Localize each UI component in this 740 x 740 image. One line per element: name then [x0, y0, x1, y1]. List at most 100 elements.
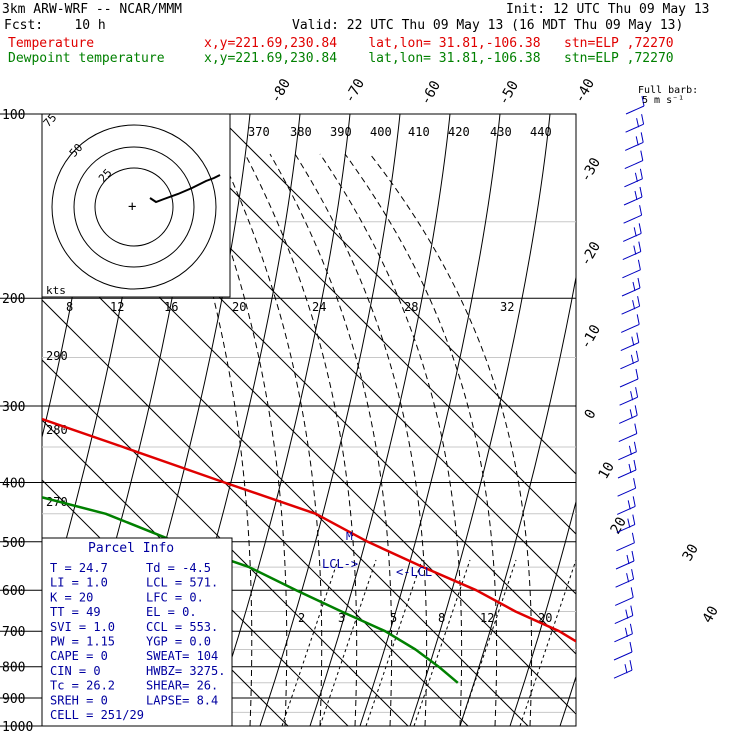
theta-e-label: 420: [448, 125, 470, 139]
moist-adiabat-line: [244, 153, 358, 726]
hodograph-center-mark: +: [128, 199, 136, 215]
wind-barb-flag: [624, 664, 628, 674]
wind-barb-staff: [619, 378, 639, 388]
parcel-info-value: LAPSE= 8.4: [146, 693, 218, 707]
temperature-profile: [42, 417, 576, 643]
isentrope-label: 16: [164, 300, 178, 314]
wind-barb-flag: [635, 136, 639, 146]
isentrope-label: 28: [404, 300, 418, 314]
isotherm-line: [42, 419, 349, 726]
wind-barb: [624, 132, 644, 151]
parcel-info-value: T = 24.7: [50, 561, 108, 575]
wind-barb-staff: [624, 178, 643, 188]
isotherm-line: [42, 299, 469, 726]
moist-adiabat-line: [369, 153, 533, 726]
moist-adiabat-line: [194, 153, 288, 726]
wind-barb-staff: [621, 287, 641, 297]
wind-barb: [618, 405, 638, 424]
barb-title-line1: Full barb:: [638, 85, 698, 96]
isotherm-label: 10: [596, 459, 618, 482]
wind-barb-flag: [640, 150, 644, 161]
pressure-label: 200: [2, 292, 25, 307]
wind-barbs: [613, 95, 645, 679]
parcel-info-value: LI = 1.0: [50, 576, 108, 590]
pressure-label: 1000: [2, 720, 33, 735]
model-title: 3km ARW-WRF -- NCAR/MMM: [2, 2, 183, 17]
barb-title-line2: 5 m s⁻¹: [642, 95, 684, 106]
isotherm-label: -30: [578, 155, 605, 185]
moist-adiabat-line: [219, 153, 323, 726]
parcel-info-panel: Parcel Info T = 24.7 Td = -4.5 LI = 1.0 LCL…: [41, 537, 233, 727]
dewpoint-profile: [42, 496, 459, 684]
parcel-info-value: CELL = 251/29: [50, 708, 144, 722]
moist-adiabat-line: [319, 153, 463, 726]
isotherm-label: -20: [578, 239, 605, 269]
wind-barb-flag: [634, 172, 638, 182]
parcel-info-value: CCL = 553.: [146, 620, 218, 634]
parcel-info-value: SWEAT= 104: [146, 649, 218, 663]
wind-barb-staff: [617, 469, 637, 479]
moist-adiabat-line: [344, 153, 498, 726]
pressure-label: 300: [2, 400, 25, 415]
isotherm-line: [215, 114, 576, 475]
wind-barb-flag: [633, 227, 637, 237]
wind-barb: [613, 641, 633, 661]
moist-adiabat-line: [169, 153, 253, 726]
wind-barb-staff: [614, 615, 634, 625]
mixing-ratio-line: [459, 559, 517, 726]
init-time: Init: 12 UTC Thu 09 May 13: [506, 2, 710, 17]
mixing-ratio-label: 5: [390, 611, 397, 625]
parcel-info-title: Parcel Info: [88, 541, 174, 556]
wind-barb-flag: [632, 281, 636, 292]
isentrope-label: 12: [110, 300, 124, 314]
dry-adiabat-line: [359, 114, 501, 726]
level-marker: M: [346, 530, 353, 543]
wind-barb-staff: [618, 433, 638, 443]
wind-barb-flag: [629, 641, 633, 653]
wind-barb-flag: [629, 409, 633, 419]
wind-barb: [625, 114, 645, 133]
legend-dewpoint-label: Dewpoint temperature: [8, 51, 165, 66]
wind-barb-flag: [638, 241, 642, 252]
dry-adiabat-line: [209, 114, 351, 726]
wind-barb: [616, 514, 636, 534]
wind-barb-staff: [615, 578, 634, 588]
wind-barb: [616, 496, 636, 515]
theta-e-label: 370: [248, 125, 270, 139]
wind-barb: [619, 387, 639, 406]
mixing-ratio-line: [413, 559, 471, 726]
background-lines: [42, 114, 576, 726]
wind-barb-staff: [618, 451, 637, 461]
wind-barb-flag: [627, 518, 631, 528]
wind-barb-flag: [635, 387, 639, 398]
parcel-info-value: Td = -4.5: [146, 561, 211, 575]
wind-barb: [622, 241, 642, 261]
wind-barb-flag: [634, 405, 638, 416]
wind-barb: [619, 368, 639, 388]
wind-barb-flag: [637, 277, 641, 289]
wind-barb-flag: [638, 223, 642, 234]
mixing-ratio-line: [281, 559, 339, 726]
wind-barb-flag: [626, 554, 630, 565]
wind-barb: [622, 259, 641, 279]
theta-e-label: 390: [330, 125, 352, 139]
wind-barb-staff: [620, 360, 639, 370]
pressure-label: 900: [2, 692, 25, 707]
wind-barb-staff: [616, 542, 635, 552]
wind-barb-flag: [631, 336, 635, 346]
hodograph: 25 50 75 + kts: [41, 111, 231, 298]
theta-e-label: 380: [290, 125, 312, 139]
wind-barb-flag: [637, 259, 641, 270]
wind-barb: [620, 350, 639, 370]
wind-barb-flag: [634, 423, 638, 434]
wind-barb-flag: [640, 132, 644, 143]
legend-temperature-info: x,y=221.69,230.84 lat,lon= 31.81,-106.38…: [204, 36, 674, 51]
dry-adiabat-label: 290: [46, 349, 68, 363]
wind-barb-flag: [630, 605, 634, 616]
wind-barb-flag: [628, 463, 632, 474]
moist-adiabat-line: [294, 153, 428, 726]
isentrope-label: 8: [66, 300, 73, 314]
wind-barb: [617, 459, 637, 479]
lcl-marker-left: LCL->: [322, 557, 358, 571]
